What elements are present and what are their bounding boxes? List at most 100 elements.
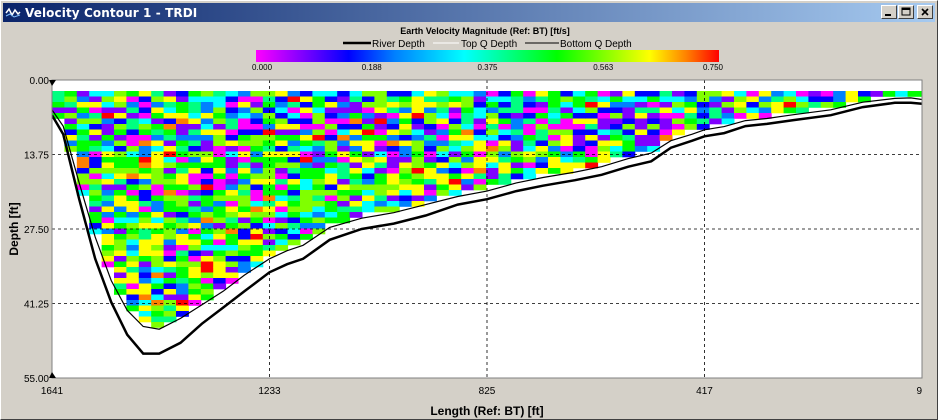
velocity-cell bbox=[374, 91, 388, 97]
velocity-cell bbox=[138, 316, 152, 323]
velocity-cell bbox=[610, 124, 623, 130]
velocity-cell bbox=[746, 113, 760, 119]
velocity-cell bbox=[349, 129, 363, 136]
velocity-cell bbox=[672, 91, 685, 97]
velocity-cell bbox=[126, 267, 140, 273]
legend-top-q-label: Top Q Depth bbox=[461, 39, 517, 50]
velocity-cell bbox=[126, 250, 140, 257]
velocity-cell bbox=[362, 157, 375, 163]
velocity-cell bbox=[275, 228, 289, 235]
velocity-cell bbox=[672, 129, 685, 136]
velocity-cell bbox=[386, 157, 400, 163]
velocity-cell bbox=[225, 239, 239, 246]
velocity-cell bbox=[399, 129, 413, 136]
velocity-cell bbox=[510, 140, 524, 147]
velocity-cell bbox=[188, 217, 202, 224]
velocity-cell bbox=[89, 157, 103, 163]
velocity-cell bbox=[262, 195, 276, 202]
velocity-cell bbox=[684, 124, 698, 130]
velocity-cell bbox=[114, 102, 127, 108]
velocity-cell bbox=[250, 234, 264, 240]
velocity-cell bbox=[300, 168, 313, 174]
velocity-cell bbox=[548, 168, 561, 174]
velocity-cell bbox=[151, 217, 165, 224]
velocity-cell bbox=[151, 162, 165, 169]
velocity-cell bbox=[399, 146, 413, 152]
velocity-cell bbox=[473, 157, 487, 163]
colorbar-tick-label: 0.000 bbox=[252, 63, 273, 72]
velocity-cell bbox=[176, 300, 189, 306]
velocity-cell bbox=[312, 173, 326, 180]
velocity-cell bbox=[510, 173, 524, 180]
velocity-cell bbox=[436, 124, 450, 130]
velocity-cell bbox=[250, 157, 264, 163]
velocity-cell bbox=[151, 294, 165, 301]
velocity-cell bbox=[362, 201, 375, 207]
velocity-cell bbox=[498, 179, 512, 185]
velocity-cell bbox=[76, 162, 90, 169]
velocity-cell bbox=[262, 190, 276, 196]
velocity-cell bbox=[176, 102, 189, 108]
velocity-cell bbox=[324, 102, 338, 108]
velocity-cell bbox=[448, 91, 462, 97]
velocity-cell bbox=[597, 107, 611, 114]
title-bar[interactable]: Velocity Contour 1 - TRDI bbox=[3, 3, 935, 22]
velocity-cell bbox=[176, 256, 189, 262]
velocity-cell bbox=[213, 195, 227, 202]
velocity-cell bbox=[114, 157, 127, 163]
velocity-cell bbox=[411, 107, 425, 114]
velocity-cell bbox=[275, 179, 289, 185]
velocity-cell bbox=[411, 135, 425, 141]
velocity-cell bbox=[151, 283, 165, 290]
velocity-cell bbox=[213, 135, 227, 141]
maximize-button[interactable] bbox=[898, 5, 914, 19]
velocity-cell bbox=[300, 212, 313, 218]
velocity-cell bbox=[225, 267, 239, 273]
velocity-cell bbox=[163, 157, 177, 163]
velocity-cell bbox=[64, 118, 78, 125]
velocity-cell bbox=[411, 146, 425, 152]
velocity-cell bbox=[845, 96, 859, 103]
velocity-cell bbox=[114, 162, 127, 169]
velocity-cell bbox=[448, 96, 462, 103]
velocity-cell bbox=[424, 168, 437, 174]
velocity-cell bbox=[622, 113, 636, 119]
velocity-cell bbox=[213, 223, 227, 229]
velocity-cell bbox=[386, 168, 400, 174]
velocity-cell bbox=[163, 223, 177, 229]
velocity-cell bbox=[535, 129, 549, 136]
minimize-button[interactable] bbox=[881, 5, 897, 19]
velocity-cell bbox=[498, 173, 512, 180]
velocity-cell bbox=[188, 223, 202, 229]
velocity-cell bbox=[585, 113, 599, 119]
velocity-cell bbox=[188, 190, 202, 196]
velocity-cell bbox=[176, 124, 189, 130]
velocity-cell bbox=[610, 107, 623, 114]
velocity-cell bbox=[300, 173, 313, 180]
close-button[interactable] bbox=[917, 5, 933, 19]
velocity-cell bbox=[461, 184, 475, 191]
velocity-cell bbox=[151, 91, 165, 97]
velocity-cell bbox=[101, 261, 115, 268]
velocity-cell bbox=[76, 179, 90, 185]
velocity-cell bbox=[138, 272, 152, 279]
velocity-cell bbox=[399, 151, 413, 158]
velocity-cell bbox=[585, 140, 599, 147]
velocity-cell bbox=[734, 96, 747, 103]
velocity-cell bbox=[101, 140, 115, 147]
velocity-cell bbox=[225, 140, 239, 147]
velocity-cell bbox=[176, 146, 189, 152]
velocity-cell bbox=[225, 228, 239, 235]
velocity-cell bbox=[126, 201, 140, 207]
velocity-cell bbox=[225, 245, 239, 251]
velocity-cell bbox=[535, 118, 549, 125]
velocity-contour-plot[interactable]: Earth Velocity Magnitude (Ref: BT) [ft/s… bbox=[1, 23, 937, 419]
velocity-cell bbox=[176, 96, 189, 103]
velocity-cell bbox=[138, 157, 152, 163]
velocity-cell bbox=[300, 228, 313, 235]
velocity-cell bbox=[436, 129, 450, 136]
velocity-cell bbox=[151, 267, 165, 273]
velocity-cell bbox=[250, 162, 264, 169]
velocity-cell bbox=[250, 245, 264, 251]
velocity-cell bbox=[101, 206, 115, 213]
